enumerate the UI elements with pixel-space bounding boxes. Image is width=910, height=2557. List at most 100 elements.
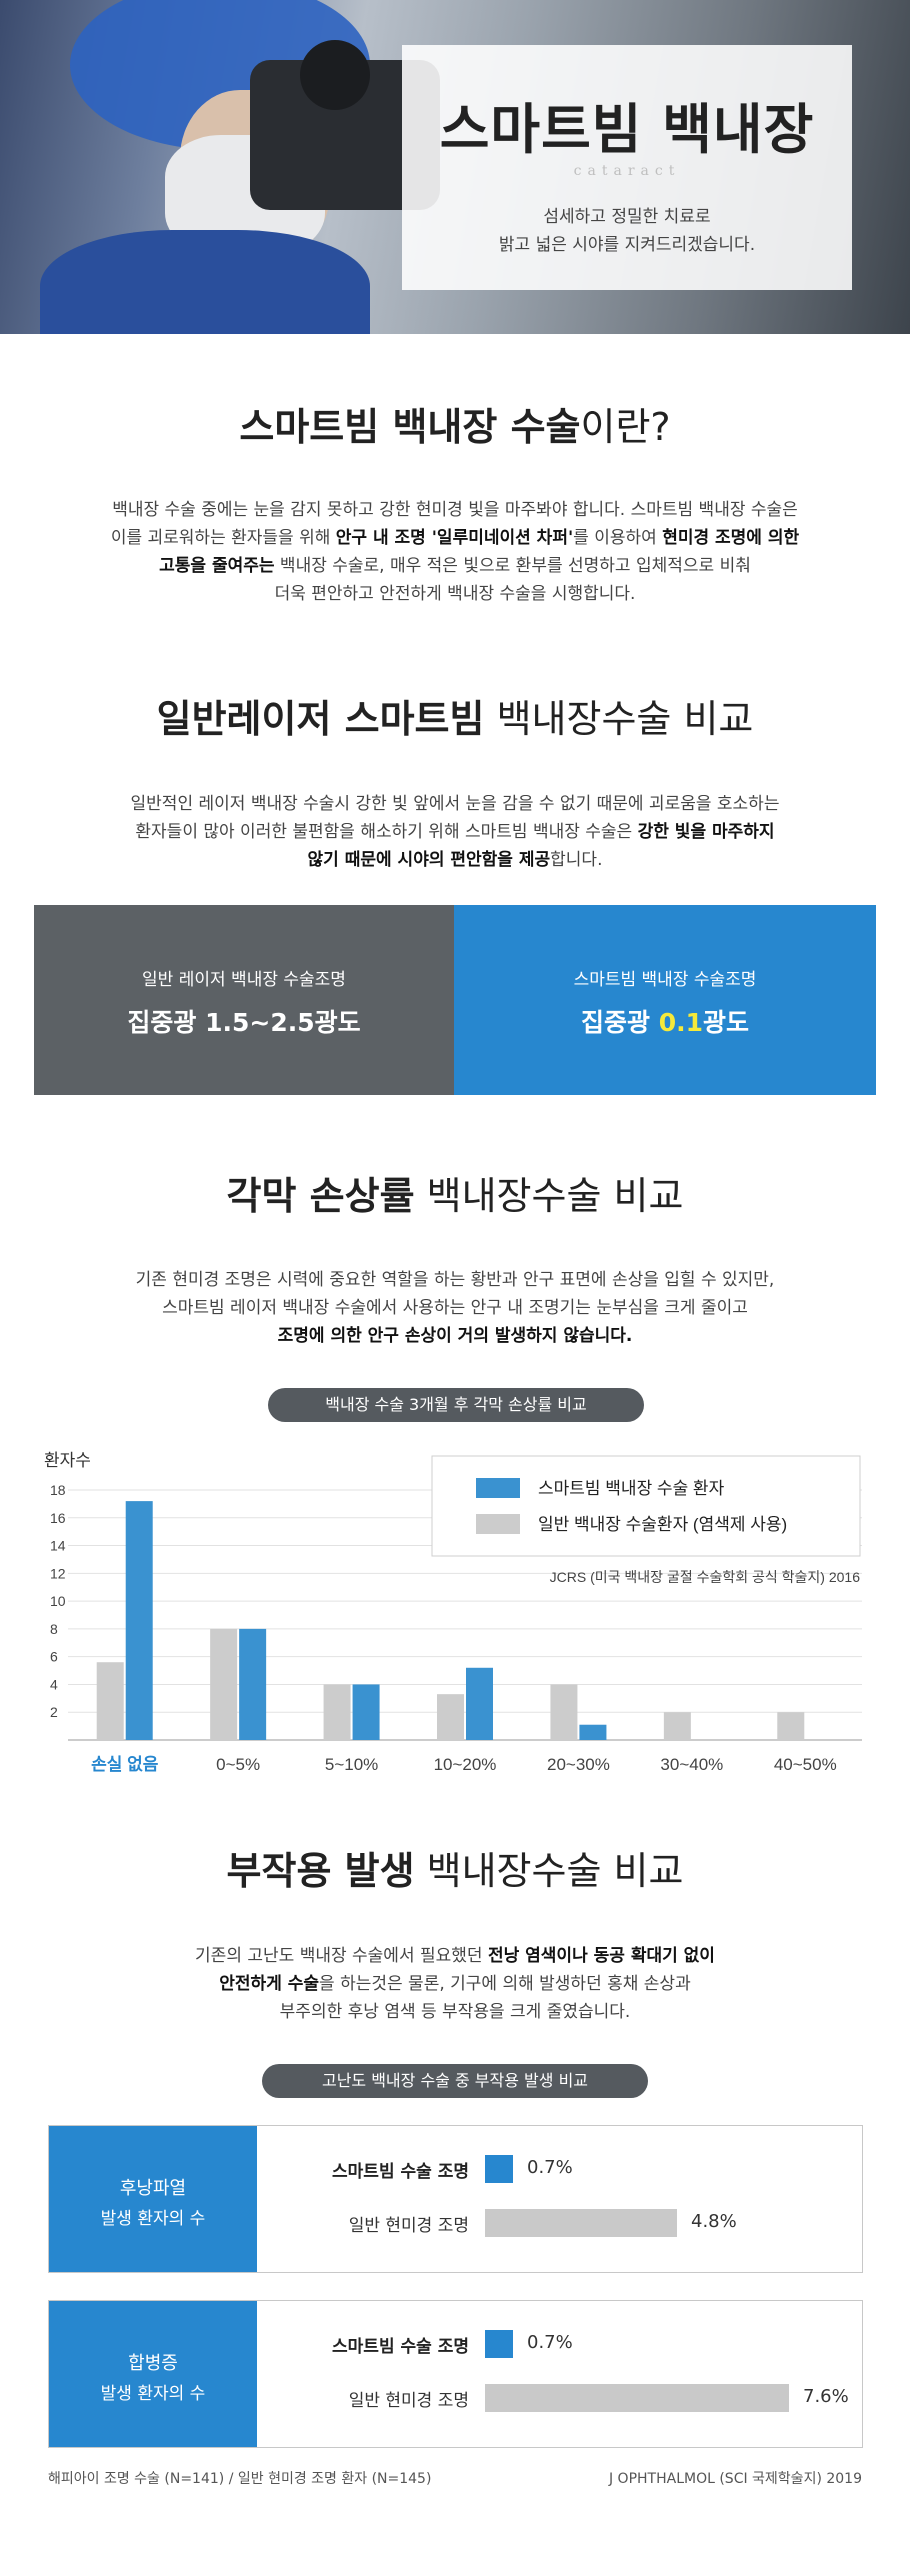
chart-y-tick-label: 8 [50,1621,58,1637]
chart-x-tick-label: 손실 없음 [91,1755,159,1774]
chart-y-tick-label: 4 [50,1676,58,1692]
side-row-complication-label2: 발생 환자의 수 [100,2384,206,2404]
chart-legend-swatch-smartbeam [476,1478,520,1498]
side-line3: 부주의한 후낭 염색 등 부작용을 크게 줄였습니다. [279,2002,631,2022]
chart-y-tick-label: 18 [50,1482,66,1498]
side-row-complication-a-bar [485,2330,513,2358]
chart-legend-label-general: 일반 백내장 수술환자 (염색제 사용) [538,1515,787,1534]
chart-bar-smartbeam [352,1684,380,1740]
chart-bar-smartbeam [466,1667,493,1740]
cornea-line3-bold: 조명에 의한 안구 손상이 거의 발생하지 않습니다. [277,1326,633,1346]
hero-subtitle-line1: 섬세하고 정밀한 치료로 [543,207,711,227]
side-row-complication-b-bar [485,2384,789,2412]
chart-y-tick-label: 10 [50,1593,66,1609]
chart-source-note: JCRS (미국 백내장 굴절 수술학회 공식 학술지) 2016 [550,1569,861,1585]
microscope-eyepiece-shape [300,40,370,110]
chart-bar-general [777,1712,805,1740]
side-row-rupture-label2: 발생 환자의 수 [100,2209,206,2229]
chart-legend-label-smartbeam: 스마트빔 백내장 수술 환자 [538,1479,725,1498]
side-row-complication-label1: 합병증 [128,2353,178,2374]
compare-laser-value: 집중광 1.5~2.5광도 [127,1008,361,1037]
side-paragraph: 기존의 고난도 백내장 수술에서 필요했던 전낭 염색이나 동공 확대기 없이 … [40,1942,870,2026]
intro-heading-rest: 이란? [580,405,671,449]
chart-bar-smartbeam [239,1628,267,1740]
compare-smartbeam-label: 스마트빔 백내장 수술조명 [573,970,757,990]
side-row-complication-a-pct: 0.7% [527,2332,573,2353]
chart-legend-box [431,1455,861,1557]
side-row-rupture-label1: 후낭파열 [119,2178,187,2199]
compare-line2: 환자들이 많아 이러한 불편함을 해소하기 위해 스마트빔 백내장 수술은 강한… [40,818,870,846]
compare-smartbeam-value-a: 집중광 [580,1008,659,1037]
side-footnote-left: 해피아이 조명 수술 (N=141) / 일반 현미경 조명 환자 (N=145… [48,2471,432,2487]
compare-line1: 일반적인 레이저 백내장 수술시 강한 빛 앞에서 눈을 감을 수 없기 때문에… [130,794,780,814]
chart-y-tick-label: 14 [50,1538,66,1554]
side-row-rupture-b-bar [485,2209,677,2237]
intro-line1: 백내장 수술 중에는 눈을 감지 못하고 강한 현미경 빛을 마주봐야 합니다.… [112,500,798,520]
intro-line4: 더욱 편안하고 안전하게 백내장 수술을 시행합니다. [274,584,636,604]
chart-y-axis-label: 환자수 [44,1451,91,1470]
compare-laser-label: 일반 레이저 백내장 수술조명 [142,970,346,990]
side-line2-b: 을 하는것은 물론, 기구에 의해 발생하던 홍채 손상과 [319,1974,691,1994]
side-row-complication: 합병증 발생 환자의 수 스마트빔 수술 조명 0.7% 일반 현미경 조명 7… [48,2300,863,2448]
chart-bar-general [437,1694,464,1740]
chart-bar-smartbeam [125,1501,153,1740]
hero-text-panel [402,45,852,290]
side-row-rupture-a-pct: 0.7% [527,2157,573,2178]
cornea-heading: 각막 손상률 백내장수술 비교 [0,1165,910,1220]
side-row-rupture-a-name: 스마트빔 수술 조명 [332,2162,469,2182]
chart-x-tick-label: 20~30% [547,1755,610,1774]
cornea-heading-bold: 각막 손상률 [226,1174,415,1218]
intro-heading-bold: 스마트빔 백내장 수술 [239,405,581,449]
chart-bar-smartbeam [579,1724,607,1740]
hero-subtitle: 섬세하고 정밀한 치료로 밝고 넓은 시야를 지켜드리겠습니다. [402,203,852,259]
intro-paragraph: 백내장 수술 중에는 눈을 감지 못하고 강한 현미경 빛을 마주봐야 합니다.… [40,496,870,608]
intro-heading: 스마트빔 백내장 수술이란? [0,396,910,451]
side-row-rupture-label: 후낭파열 발생 환자의 수 [49,2126,257,2272]
hero-subtitle-line2: 밝고 넓은 시야를 지켜드리겠습니다. [498,235,756,255]
cornea-pill: 백내장 수술 3개월 후 각막 손상률 비교 [268,1388,644,1422]
compare-box-laser: 일반 레이저 백내장 수술조명 집중광 1.5~2.5광도 [34,905,454,1095]
compare-heading-bold: 일반레이저 스마트빔 [156,697,485,741]
side-heading: 부작용 발생 백내장수술 비교 [0,1840,910,1895]
compare-heading-rest: 백내장수술 비교 [484,697,754,741]
compare-smartbeam-value-highlight: 0.1 [658,1008,703,1037]
compare-box-smartbeam: 스마트빔 백내장 수술조명 집중광 0.1광도 [454,905,876,1095]
cornea-paragraph: 기존 현미경 조명은 시력에 중요한 역할을 하는 황반과 안구 표면에 손상을… [40,1266,870,1350]
intro-line3: 고통을 줄여주는 백내장 수술로, 매우 적은 빛으로 환부를 선명하고 입체적… [40,552,870,580]
side-footnote-right: J OPHTHALMOL (SCI 국제학술지) 2019 [608,2471,862,2487]
side-line1: 기존의 고난도 백내장 수술에서 필요했던 전낭 염색이나 동공 확대기 없이 [40,1942,870,1970]
chart-legend-swatch-general [476,1514,520,1534]
chart-bar-general [323,1684,351,1740]
cornea-line2: 스마트빔 레이저 백내장 수술에서 사용하는 안구 내 조명기는 눈부심을 크게… [162,1298,748,1318]
chart-bar-general [663,1712,691,1740]
side-line1-b: 전낭 염색이나 동공 확대기 없이 [487,1946,715,1966]
side-row-complication-b-pct: 7.6% [803,2386,849,2407]
compare-line3-a: 않기 때문에 시야의 편안함을 제공 [307,850,551,870]
intro-line2: 이를 괴로워하는 환자들을 위해 안구 내 조명 '일루미네이션 차퍼'를 이용… [40,524,870,552]
compare-paragraph: 일반적인 레이저 백내장 수술시 강한 빛 앞에서 눈을 감을 수 없기 때문에… [40,790,870,874]
side-heading-bold: 부작용 발생 [226,1849,415,1893]
compare-smartbeam-value-c: 광도 [703,1008,750,1037]
chart-bar-general [550,1684,578,1740]
chart-y-tick-label: 12 [50,1565,66,1581]
compare-line3-b: 합니다. [550,850,603,870]
cornea-line3: 조명에 의한 안구 손상이 거의 발생하지 않습니다. [40,1322,870,1350]
side-row-complication-label: 합병증 발생 환자의 수 [49,2301,257,2447]
chart-x-tick-label: 10~20% [434,1755,497,1774]
chart-x-tick-label: 30~40% [660,1755,723,1774]
intro-line2-d: 현미경 조명에 의한 [662,528,800,548]
hero-tagline: cataract [573,163,681,179]
side-heading-rest: 백내장수술 비교 [414,1849,684,1893]
chart-y-tick-label: 16 [50,1510,66,1526]
chart-y-tick-label: 2 [50,1704,58,1720]
side-row-rupture-b-pct: 4.8% [691,2211,737,2232]
side-row-rupture-a-bar [485,2155,513,2183]
chart-x-tick-label: 40~50% [774,1755,837,1774]
compare-line2-a: 환자들이 많아 이러한 불편함을 해소하기 위해 스마트빔 백내장 수술은 [135,822,638,842]
intro-line2-a: 이를 괴로워하는 환자들을 위해 [110,528,336,548]
side-row-complication-b-name: 일반 현미경 조명 [348,2391,469,2411]
cornea-line1: 기존 현미경 조명은 시력에 중요한 역할을 하는 황반과 안구 표면에 손상을… [135,1270,775,1290]
cornea-bar-chart: 환자수 18 16 14 12 10 8 6 4 2 손실 없음 0~5% 5~10% 10~20% 20~… [44,1451,862,1774]
hero-title: 스마트빔 백내장 [439,98,815,161]
chart-bar-general [210,1628,238,1740]
